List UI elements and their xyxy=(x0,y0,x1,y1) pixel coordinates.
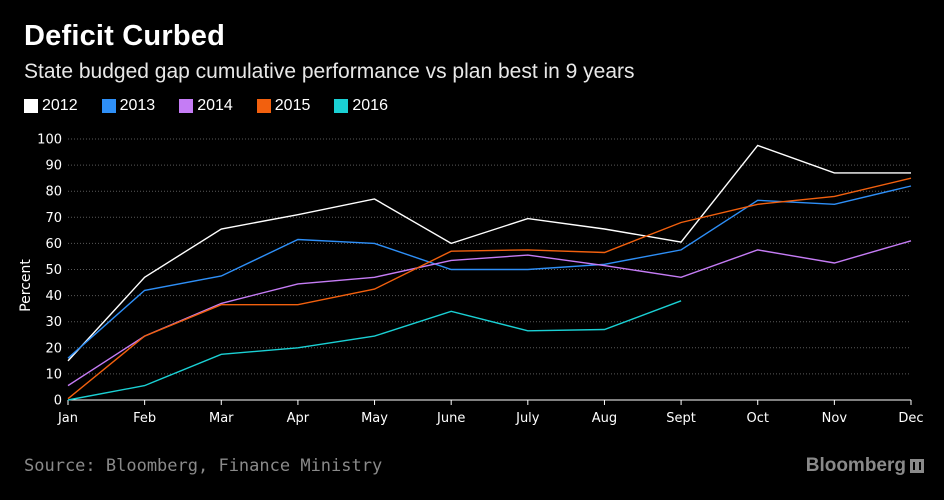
legend-swatch xyxy=(24,99,38,113)
brand-logo: Bloomberg xyxy=(806,455,924,477)
y-tick-label: 90 xyxy=(45,159,62,174)
legend-item-2016: 2016 xyxy=(334,97,388,115)
series-line-2013 xyxy=(67,185,912,359)
legend-label: 2015 xyxy=(274,97,311,114)
brand-name: Bloomberg xyxy=(805,455,906,476)
y-tick-label: 40 xyxy=(45,289,62,304)
x-tick-label: Mar xyxy=(209,411,234,426)
y-tick-label: 0 xyxy=(54,394,62,409)
legend-label: 2016 xyxy=(352,97,388,114)
x-tick-label: Jan xyxy=(57,411,78,426)
x-tick-label: Nov xyxy=(822,411,848,426)
y-tick-label: 50 xyxy=(45,263,62,278)
y-tick-label: 20 xyxy=(45,341,62,356)
chart-title: Deficit Curbed xyxy=(24,20,225,52)
legend-label: 2012 xyxy=(42,97,78,114)
y-tick-label: 60 xyxy=(45,237,62,252)
legend-swatch xyxy=(179,99,194,113)
y-axis-label: Percent xyxy=(18,259,34,312)
series-line-2015 xyxy=(67,177,912,400)
y-tick-label: 80 xyxy=(45,185,62,200)
legend-item-2012: 2012 xyxy=(24,97,78,115)
y-tick-label: 10 xyxy=(45,367,62,382)
chart-legend: 2012 2013 2014 2015 2016 xyxy=(24,96,412,116)
legend-swatch xyxy=(101,99,116,113)
x-tick-label: Sept xyxy=(666,411,696,426)
x-tick-label: Oct xyxy=(746,411,768,426)
series-line-2012 xyxy=(67,144,911,362)
legend-label: 2014 xyxy=(197,97,233,114)
bloomberg-terminal-icon xyxy=(910,459,924,473)
legend-item-2013: 2013 xyxy=(101,97,156,115)
legend-item-2015: 2015 xyxy=(256,97,311,115)
x-tick-label: July xyxy=(515,411,540,426)
y-tick-label: 30 xyxy=(45,315,62,330)
legend-swatch xyxy=(256,99,271,113)
x-tick-label: Apr xyxy=(287,411,310,426)
x-tick-label: Feb xyxy=(133,411,156,426)
series-line-2016 xyxy=(67,300,682,401)
x-tick-label: May xyxy=(361,411,388,426)
legend-item-2014: 2014 xyxy=(179,97,233,115)
source-note: Source: Bloomberg, Finance Ministry xyxy=(24,456,383,476)
legend-swatch xyxy=(334,99,349,113)
y-tick-label: 100 xyxy=(37,133,62,148)
x-tick-label: Aug xyxy=(592,411,617,426)
y-tick-label: 70 xyxy=(45,211,62,226)
x-tick-label: June xyxy=(436,411,465,426)
x-tick-label: Dec xyxy=(898,411,923,426)
series-line-2014 xyxy=(67,240,912,387)
legend-label: 2013 xyxy=(119,97,156,114)
chart-subtitle: State budged gap cumulative performance … xyxy=(24,60,635,83)
